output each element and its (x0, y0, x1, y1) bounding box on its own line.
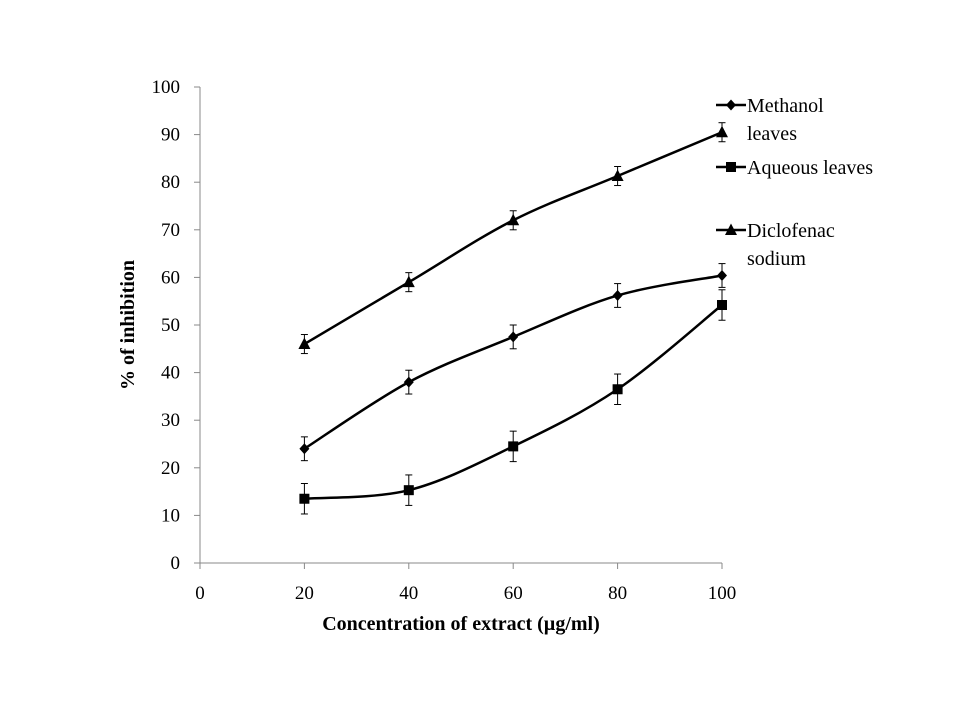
y-tick-label: 0 (171, 553, 181, 574)
data-point-methanol-leaves (508, 331, 519, 343)
x-tick-label: 80 (608, 583, 627, 604)
data-point-diclofenac-sodium (611, 169, 624, 182)
x-tick-label: 100 (708, 583, 737, 604)
x-tick-label: 20 (295, 583, 314, 604)
data-point-methanol-leaves (612, 289, 623, 301)
legend-item-methanol-leaves: Methanol leaves (716, 95, 824, 145)
data-point-diclofenac-sodium (716, 125, 728, 138)
series-line-methanol-leaves (303, 274, 723, 450)
legend-item-aqueous-leaves: Aqueous leaves (716, 157, 873, 179)
data-point-aqueous-leaves (403, 485, 414, 496)
legend-label: Diclofenac (747, 220, 835, 242)
legend-label: Aqueous leaves (747, 157, 873, 179)
legend-label: Methanol (747, 95, 824, 117)
data-point-diclofenac-sodium (298, 337, 311, 350)
series-diclofenac-sodium (298, 122, 728, 355)
x-axis-title: Concentration of extract (µg/ml) (322, 613, 600, 635)
legend-marker (726, 99, 736, 111)
series-line-diclofenac-sodium (303, 131, 723, 346)
legend-item-diclofenac-sodium: Diclofenac sodium (716, 220, 835, 270)
y-tick-label: 70 (161, 220, 180, 241)
data-point-methanol-leaves (717, 269, 727, 281)
y-tick-label: 80 (161, 172, 180, 193)
legend-marker (726, 162, 736, 172)
x-tick-label: 40 (399, 583, 418, 604)
y-tick-label: 100 (152, 77, 181, 98)
y-axis-title: % of inhibition (117, 260, 139, 390)
data-point-aqueous-leaves (508, 441, 519, 452)
y-tick-label: 30 (161, 410, 180, 431)
data-point-aqueous-leaves (612, 384, 623, 395)
series-layer (298, 122, 728, 515)
y-tick-label: 50 (161, 315, 180, 336)
data-point-diclofenac-sodium (402, 275, 415, 288)
data-point-aqueous-leaves (299, 493, 310, 504)
legend: Methanol leaves Aqueous leaves Diclofenac so… (716, 95, 873, 270)
axes: 0 10 20 30 40 50 60 70 80 90 100 0 20 40 60 80 100 (152, 77, 737, 604)
series-aqueous-leaves (299, 289, 727, 515)
series-methanol-leaves (299, 263, 727, 462)
legend-label: leaves (747, 123, 797, 145)
data-point-diclofenac-sodium (507, 213, 520, 226)
data-point-methanol-leaves (403, 376, 414, 388)
x-tick-label: 0 (195, 583, 205, 604)
legend-marker (725, 223, 737, 235)
x-tick-label: 60 (504, 583, 523, 604)
y-tick-label: 10 (161, 505, 180, 526)
y-tick-label: 60 (161, 267, 180, 288)
y-tick-label: 20 (161, 458, 180, 479)
legend-label: sodium (747, 248, 806, 270)
y-tick-label: 40 (161, 363, 180, 384)
data-point-methanol-leaves (299, 443, 310, 455)
y-tick-label: 90 (161, 125, 180, 146)
data-point-aqueous-leaves (717, 300, 727, 311)
